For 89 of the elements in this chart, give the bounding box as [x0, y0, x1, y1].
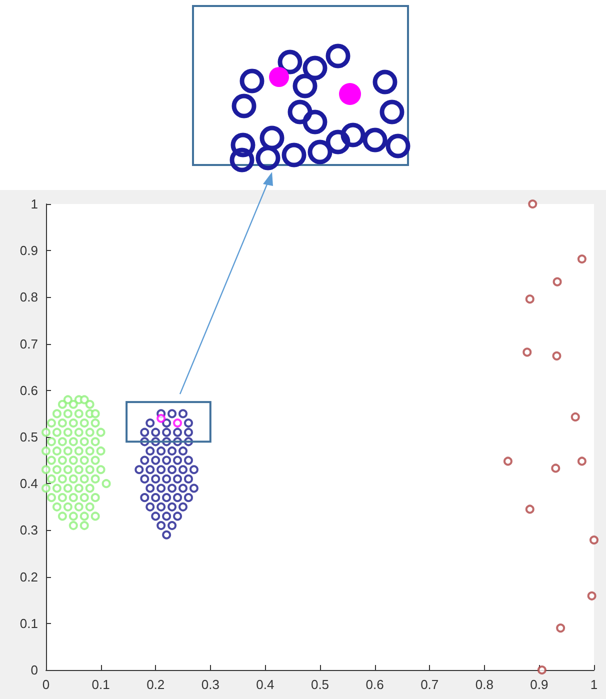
point: [151, 474, 160, 484]
point: [151, 512, 160, 521]
point: [184, 418, 193, 428]
y-tick-label: 0.9: [20, 243, 38, 258]
point: [146, 502, 155, 512]
point: [162, 418, 172, 428]
x-tick-label: 0.1: [92, 677, 110, 692]
y-tick-label: 0.4: [20, 476, 38, 492]
point: [156, 484, 166, 493]
point: [570, 412, 580, 422]
point: [151, 428, 160, 437]
point: [173, 456, 182, 465]
x-tick-label: 0: [42, 677, 50, 692]
point: [156, 414, 166, 423]
point: [577, 456, 586, 466]
point: [173, 474, 182, 484]
point: [156, 446, 166, 456]
point: [168, 502, 177, 512]
x-tick-label: 0.8: [475, 677, 494, 692]
point: [173, 428, 182, 437]
point: [178, 484, 188, 493]
point: [503, 456, 512, 466]
y-tick-label: 0: [30, 662, 38, 678]
point: [184, 428, 193, 437]
x-tick-label: 0.6: [366, 677, 384, 692]
point: [146, 465, 155, 474]
point: [162, 428, 172, 437]
point: [556, 624, 566, 633]
point: [178, 446, 188, 456]
x-tick-label: 0.7: [420, 677, 439, 692]
point: [189, 484, 198, 493]
y-tick-label: 0.3: [20, 522, 38, 538]
x-tick-label: 1: [590, 677, 598, 692]
point: [146, 418, 155, 428]
x-tick-label: 0.3: [201, 677, 220, 692]
point: [168, 465, 177, 474]
y-tick-label: 0.5: [20, 430, 38, 444]
point: [184, 493, 193, 502]
point: [525, 294, 534, 304]
point: [178, 465, 188, 474]
y-tick-label: 0.2: [20, 569, 38, 584]
point: [146, 484, 155, 493]
y-tick-label: 0.7: [20, 336, 38, 352]
point: [140, 493, 150, 502]
point: [178, 409, 188, 418]
point: [189, 465, 198, 474]
point: [156, 502, 166, 512]
point: [168, 484, 177, 493]
y-tick-label: 0.1: [20, 616, 38, 631]
x-tick-label: 0.4: [256, 677, 274, 692]
x-tick-label: 0.9: [530, 677, 548, 692]
point: [140, 428, 150, 437]
point: [168, 521, 177, 530]
point: [168, 409, 177, 418]
point: [587, 591, 596, 600]
point: [162, 493, 172, 502]
point: [173, 512, 182, 521]
point: [162, 530, 172, 540]
point: [173, 493, 182, 502]
point: [168, 446, 177, 456]
point: [146, 446, 155, 456]
point: [525, 504, 534, 514]
y-tick-label: 0.6: [20, 382, 38, 398]
point: [590, 535, 598, 544]
point: [140, 474, 150, 484]
point: [184, 474, 193, 484]
point: [151, 456, 160, 465]
point: [178, 502, 188, 512]
point: [528, 200, 538, 208]
x-tick-label: 0.5: [310, 677, 330, 692]
y-tick-label: 1: [30, 196, 38, 212]
point: [156, 465, 166, 474]
point: [140, 456, 150, 465]
point: [151, 493, 160, 502]
point: [162, 512, 172, 521]
point: [552, 351, 562, 360]
point: [522, 348, 532, 357]
point: [173, 418, 182, 428]
x-tick-label: 0.2: [146, 677, 165, 692]
point: [162, 474, 172, 484]
point: [552, 277, 562, 286]
y-tick-label: 0.8: [20, 290, 38, 305]
point: [577, 254, 586, 264]
point: [162, 456, 172, 465]
point: [184, 456, 193, 465]
point: [156, 521, 166, 530]
point: [551, 464, 560, 473]
point: [537, 666, 546, 674]
point: [134, 465, 144, 474]
